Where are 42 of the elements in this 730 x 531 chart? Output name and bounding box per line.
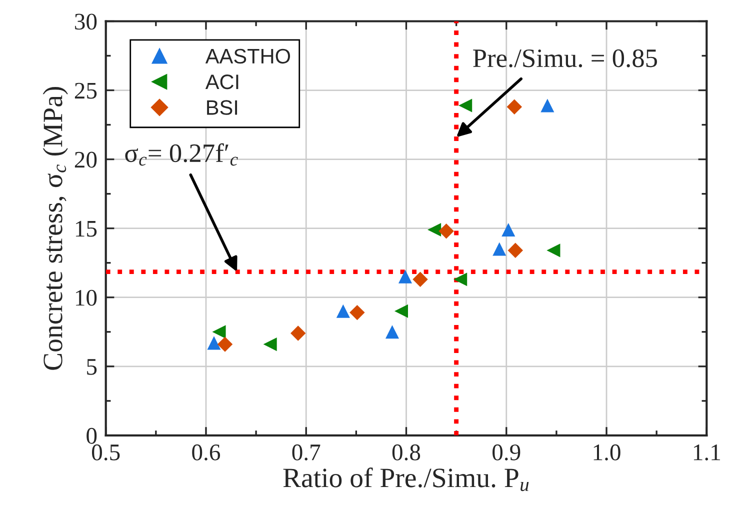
x-tick-label: 0.9 [492,444,520,460]
legend-label: ACI [205,74,238,90]
x-tick-label: 1.0 [594,444,620,460]
ref-line-label: Pre./Simu. = 0.85 [473,49,657,68]
y-tick-label: 25 [74,82,97,99]
point [385,325,399,339]
x-tick-label: 0.8 [392,444,420,460]
y-axis-title: Concrete stress, σ$_{c}$ (MPa) [42,86,68,370]
point [290,326,306,341]
point [458,98,472,112]
point [398,270,412,284]
point [502,222,516,236]
y-tick-label: 10 [76,290,97,306]
point [217,336,233,352]
point [350,304,365,320]
point [336,304,350,318]
y-tick-label: 20 [74,152,97,168]
legend-label: BSI [207,100,238,115]
point [492,242,506,256]
y-tick-label: 30 [75,14,97,30]
x-tick-label: 1.1 [694,444,720,460]
point [394,304,408,318]
y-tick-label: 0 [86,428,97,444]
point [454,272,468,286]
legend-label: AASTHO [205,48,290,64]
x-tick-label: 0.6 [192,444,220,460]
annotation: σ$_{c}$= 0.27f′$_{c}$ [125,143,238,166]
x-axis-title: Ratio of Pre./Simu. P$_{u}$ [283,467,529,492]
point [546,244,560,258]
point [428,222,442,236]
point [263,338,277,352]
y-tick-label: 5 [87,359,97,375]
point [438,223,454,239]
point [412,272,428,288]
x-tick-label: 0.7 [292,444,320,460]
y-tick-label: 15 [76,220,97,237]
x-tick-label: 0.5 [92,444,120,460]
point [207,336,221,350]
point [540,98,554,112]
point [212,325,226,339]
point [508,242,523,258]
point [506,99,522,114]
